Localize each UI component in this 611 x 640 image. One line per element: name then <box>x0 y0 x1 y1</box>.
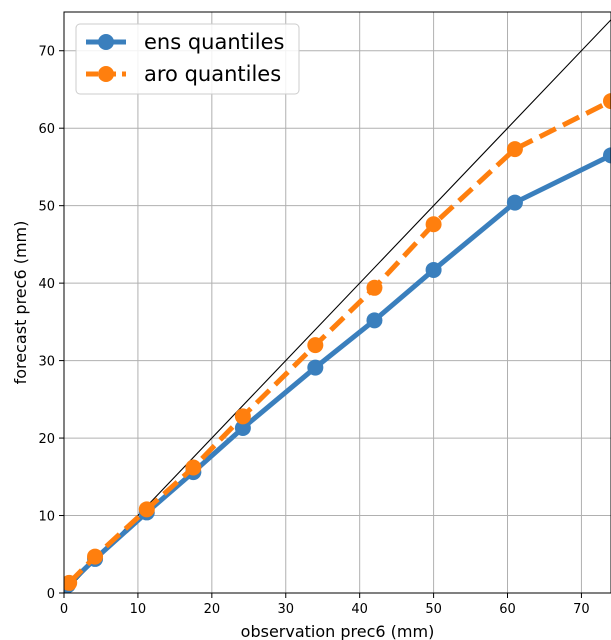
plot-frame <box>63 11 611 594</box>
x-tick-label: 0 <box>60 602 68 617</box>
x-tick-label: 10 <box>130 602 147 617</box>
x-tick-label: 20 <box>204 602 221 617</box>
legend-label: ens quantiles <box>144 30 284 54</box>
x-tick-label: 30 <box>277 602 294 617</box>
diagonal-line <box>64 18 611 593</box>
y-tick-label: 70 <box>38 45 55 60</box>
series-ens <box>64 147 611 593</box>
legend: ens quantiles aro quantiles <box>75 23 300 95</box>
x-tick-label: 60 <box>499 602 516 617</box>
data-point <box>234 408 251 425</box>
y-tick-label: 0 <box>47 587 55 602</box>
data-point <box>138 501 155 518</box>
data-point <box>366 312 383 329</box>
series-lines <box>64 93 611 593</box>
legend-label: aro quantiles <box>144 62 281 86</box>
legend-box <box>75 23 300 95</box>
axis-ticks: 0 10 20 30 40 50 60 70 0 10 20 30 40 50 60 70 <box>38 45 589 617</box>
data-point <box>603 147 611 164</box>
data-point <box>366 279 383 296</box>
data-point <box>425 216 442 233</box>
x-tick-label: 40 <box>351 602 368 617</box>
legend-swatch-marker <box>98 66 114 82</box>
data-point <box>64 574 78 591</box>
y-tick-label: 40 <box>38 277 55 292</box>
y-tick-label: 50 <box>38 200 55 215</box>
data-point <box>425 261 442 278</box>
data-point <box>307 359 324 376</box>
y-tick-label: 20 <box>38 432 55 447</box>
legend-swatch-marker <box>98 34 114 50</box>
data-point <box>234 419 251 436</box>
data-point <box>603 93 611 110</box>
y-tick-label: 10 <box>38 510 55 525</box>
y-axis-label: forecast prec6 (mm) <box>11 221 30 385</box>
series-line <box>67 98 611 585</box>
y-tick-label: 30 <box>38 355 55 370</box>
data-point <box>307 337 324 354</box>
x-tick-label: 70 <box>573 602 590 617</box>
reference-diagonal <box>64 18 611 593</box>
series-aro <box>64 93 611 591</box>
data-point <box>87 548 104 565</box>
x-tick-label: 50 <box>425 602 442 617</box>
data-point <box>185 459 202 476</box>
y-tick-label: 60 <box>38 122 55 137</box>
series-line <box>65 152 611 588</box>
x-axis-label: observation prec6 (mm) <box>241 622 435 640</box>
data-point <box>506 141 523 158</box>
data-point <box>506 194 523 211</box>
